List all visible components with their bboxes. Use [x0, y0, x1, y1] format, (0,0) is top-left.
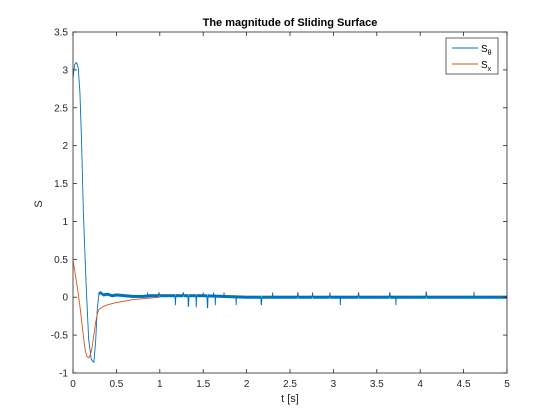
- x-tick-label: 3: [331, 379, 337, 390]
- series-layer: [72, 61, 508, 363]
- x-tick-label: 0: [70, 379, 76, 390]
- x-tick-label: 1: [157, 379, 163, 390]
- x-axis-label: t [s]: [281, 393, 299, 405]
- y-tick-label: -0.5: [51, 331, 69, 342]
- ticks-layer: 0 0.5 1 1.5 2 2.5 3 3.5 4 4.5 5 -1 -0.5 0 0.5 1 1.5 2 2.5 3…: [51, 28, 510, 391]
- plot-area: [73, 32, 507, 373]
- x-tick-label: 4: [417, 379, 423, 390]
- legend-label-s-x: Sx: [481, 60, 492, 73]
- y-tick-label: 0: [62, 293, 68, 304]
- legend-label-s-theta: Sθ: [481, 44, 492, 57]
- y-tick-label: 3: [62, 65, 68, 76]
- chart-title: The magnitude of Sliding Surface: [203, 17, 378, 29]
- x-tick-label: 0.5: [109, 379, 123, 390]
- x-tick-label: 5: [504, 379, 510, 390]
- y-axis-label: S: [33, 200, 45, 207]
- chart-legend: Sθ Sx: [445, 37, 499, 75]
- x-tick-label: 4.5: [457, 379, 471, 390]
- legend-box: [445, 37, 499, 75]
- x-tick-label: 2.5: [283, 379, 297, 390]
- y-tick-label: 2.5: [54, 103, 68, 114]
- y-tick-label: 1.5: [54, 179, 68, 190]
- series-line-s-x: [72, 260, 160, 359]
- legend-label-s-x-main: S: [481, 60, 488, 71]
- legend-label-s-x-sub: x: [488, 66, 492, 73]
- x-tick-label: 2: [244, 379, 250, 390]
- y-tick-label: 2: [62, 141, 68, 152]
- y-tick-label: 0.5: [54, 255, 68, 266]
- y-tick-label: 3.5: [54, 28, 68, 39]
- x-tick-label: 3.5: [370, 379, 384, 390]
- legend-label-s-theta-main: S: [481, 44, 488, 55]
- y-tick-label: 1: [62, 217, 68, 228]
- x-tick-label: 1.5: [196, 379, 210, 390]
- series-line-s-theta: [72, 61, 508, 363]
- legend-label-s-theta-sub: θ: [488, 50, 492, 57]
- y-tick-label: -1: [59, 369, 68, 380]
